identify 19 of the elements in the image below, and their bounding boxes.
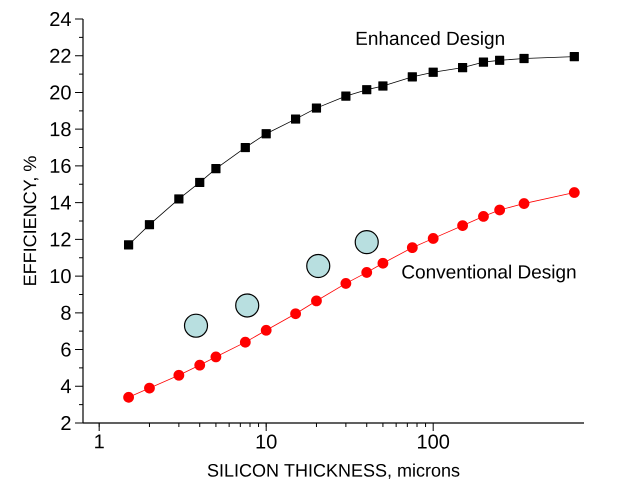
y-tick-label: 24 — [50, 12, 71, 26]
x-axis-title: SILICON THICKNESS, microns — [208, 464, 460, 479]
x-tick-label: 1 — [95, 434, 104, 448]
y-tick-label: 20 — [50, 85, 71, 100]
x-tick-label: 10 — [256, 434, 277, 449]
y-tick-label: 12 — [50, 232, 70, 246]
y-tick-label: 4 — [60, 379, 71, 394]
y-tick-label: 18 — [50, 122, 71, 136]
y-tick-label: 14 — [50, 196, 71, 210]
y-tick-label: 6 — [61, 342, 71, 357]
y-tick-label: 22 — [50, 48, 70, 63]
y-tick-label: 8 — [61, 306, 71, 320]
x-tick-label: 100 — [418, 434, 450, 449]
y-axis-title: EFFICIENCY, % — [24, 156, 38, 285]
series-label: Conventional Design — [402, 264, 576, 282]
series-label: Enhanced Design — [356, 31, 504, 49]
y-tick-label: 2 — [61, 416, 71, 430]
y-tick-label: 10 — [50, 269, 71, 284]
y-tick-label: 16 — [50, 158, 71, 173]
